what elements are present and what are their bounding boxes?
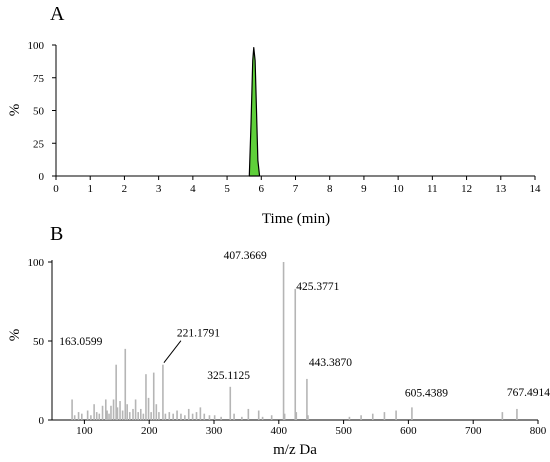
spectrum-x-tick-label: 100	[76, 425, 93, 437]
chromatogram-x-tick-label: 6	[259, 183, 265, 195]
panel-b-letter: B	[50, 223, 63, 245]
chromatogram-x-tick-label: 0	[53, 183, 59, 195]
spectrum-y-tick-label: 50	[33, 336, 45, 348]
chromatogram-x-tick-label: 7	[293, 183, 299, 195]
chromatogram-x-tick-label: 9	[361, 183, 367, 195]
chromatogram-x-tick-label: 4	[190, 183, 196, 195]
peak-label: 443.3870	[309, 357, 352, 369]
chromatogram-y-tick-label: 75	[33, 73, 45, 85]
chromatogram-y-ticks: 0 25 50 75 100	[28, 40, 56, 183]
chromatogram-x-tick-label: 13	[495, 183, 507, 195]
chromatogram-peak	[248, 47, 261, 177]
chromatogram-x-tick-label: 11	[427, 183, 438, 195]
peak-label: 605.4389	[405, 387, 448, 399]
chromatogram-x-tick-label: 2	[122, 183, 128, 195]
peak-label: 221.1791	[177, 328, 220, 340]
spectrum-y-tick-label: 100	[28, 257, 45, 269]
spectrum-x-tick-label: 600	[400, 425, 417, 437]
chromatogram-x-tick-label: 12	[461, 183, 472, 195]
spectrum-x-tick-label: 500	[335, 425, 352, 437]
peak-label: 163.0599	[59, 336, 102, 348]
peak-label: 325.1125	[207, 370, 250, 382]
peak-label: 407.3669	[224, 250, 267, 262]
spectrum-x-tick-label: 300	[206, 425, 223, 437]
spectrum-x-tick-label: 200	[141, 425, 158, 437]
chromatogram-x-tick-label: 1	[87, 183, 93, 195]
chromatogram-x-tick-label: 5	[224, 183, 230, 195]
spectrum-x-title: m/z Da	[273, 442, 317, 458]
spectrum-peak-labels: 407.3669 425.3771 163.0599 221.1791 325.1125…	[59, 250, 550, 399]
chromatogram-x-tick-label: 10	[393, 183, 405, 195]
spectrum-x-tick-label: 400	[271, 425, 288, 437]
spectrum-y-tick-label: 0	[39, 415, 45, 427]
chromatogram-x-tick-label: 14	[530, 183, 542, 195]
mass-spectrum-panel: B 100 200 300 400 500 600 700 800 0 50 100 407.36…	[7, 223, 550, 458]
chromatogram-x-tick-label: 3	[156, 183, 162, 195]
spectrum-x-tick-label: 700	[465, 425, 482, 437]
chromatogram-y-tick-label: 50	[33, 106, 45, 118]
chromatogram-y-tick-label: 100	[28, 40, 45, 52]
chromatogram-x-ticks: 0 1 2 3 4 5 6 7 8 9 10 11 12 13 14	[53, 176, 541, 195]
chromatogram-plot	[248, 47, 261, 177]
spectrum-y-ticks: 0 50 100	[28, 257, 52, 427]
peak-label: 767.4914	[507, 387, 550, 399]
chromatogram-x-title: Time (min)	[262, 211, 330, 227]
spectrum-x-ticks: 100 200 300 400 500 600 700 800	[76, 420, 547, 437]
peak-label: 425.3771	[296, 281, 339, 293]
chromatogram-x-tick-label: 8	[327, 183, 333, 195]
chromatogram-y-tick-label: 25	[33, 138, 45, 150]
panel-a-letter: A	[50, 3, 65, 25]
spectrum-peaks	[71, 262, 518, 420]
chromatogram-y-tick-label: 0	[39, 171, 45, 183]
chromatogram-y-title: %	[7, 104, 23, 117]
spectrum-y-title: %	[7, 329, 23, 342]
peak-label-leader	[163, 340, 182, 364]
spectrum-x-tick-label: 800	[530, 425, 547, 437]
